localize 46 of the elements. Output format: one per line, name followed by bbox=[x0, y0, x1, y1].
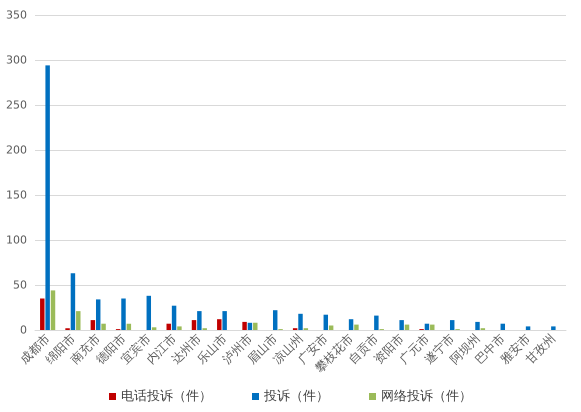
y-tick-label: 100 bbox=[6, 234, 27, 246]
bar bbox=[328, 326, 334, 330]
bar bbox=[217, 319, 222, 330]
bar bbox=[101, 324, 106, 330]
bar bbox=[177, 326, 182, 330]
bar bbox=[374, 316, 379, 330]
bar bbox=[222, 311, 227, 330]
legend-label: 网络投诉（件） bbox=[381, 389, 472, 404]
bar bbox=[146, 296, 152, 330]
bar bbox=[152, 327, 156, 330]
bar bbox=[551, 326, 556, 330]
y-tick-label: 300 bbox=[6, 54, 27, 66]
legend-label: 投诉（件） bbox=[263, 389, 329, 404]
bar bbox=[172, 306, 176, 330]
bar bbox=[248, 322, 252, 330]
y-tick-label: 350 bbox=[6, 8, 27, 22]
bar bbox=[430, 324, 435, 330]
bar bbox=[76, 311, 81, 330]
bar bbox=[404, 324, 410, 330]
y-tick-label: 0 bbox=[20, 324, 27, 336]
bar bbox=[90, 320, 96, 330]
bar bbox=[253, 322, 258, 330]
bar bbox=[121, 298, 126, 330]
bar bbox=[242, 322, 247, 330]
y-tick-label: 150 bbox=[6, 188, 27, 202]
bar bbox=[399, 320, 404, 330]
y-tick-label: 50 bbox=[13, 278, 27, 292]
bar bbox=[166, 324, 171, 330]
bar bbox=[354, 324, 359, 330]
y-tick-label: 250 bbox=[6, 98, 27, 112]
bar bbox=[424, 324, 430, 330]
bar bbox=[450, 320, 454, 330]
bar bbox=[96, 299, 100, 330]
bar bbox=[272, 310, 278, 330]
bar bbox=[324, 314, 328, 330]
bar bbox=[40, 298, 45, 330]
bar bbox=[197, 311, 202, 330]
legend-label: 电话投诉（件） bbox=[121, 389, 212, 404]
bar bbox=[500, 324, 506, 330]
y-tick-label: 200 bbox=[6, 144, 27, 156]
bar bbox=[126, 324, 132, 330]
bar bbox=[192, 320, 196, 330]
bar bbox=[526, 326, 530, 330]
bar bbox=[348, 319, 354, 330]
bar bbox=[70, 273, 76, 330]
bar bbox=[45, 65, 50, 330]
